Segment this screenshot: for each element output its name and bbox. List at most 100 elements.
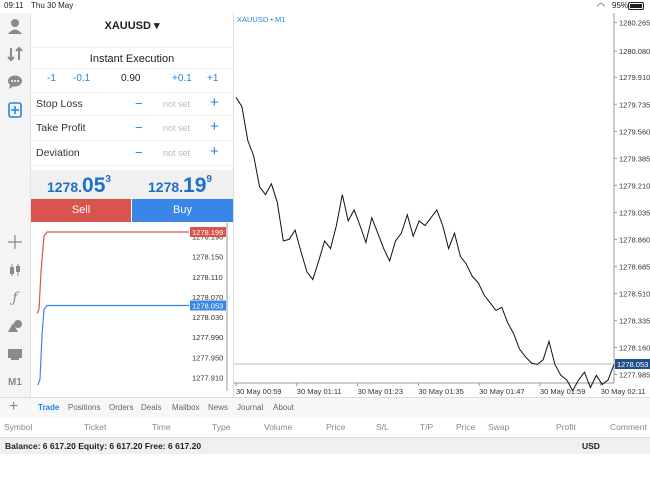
y-tick-label: 1278.860 xyxy=(619,235,650,244)
execution-type[interactable]: Instant Execution xyxy=(31,47,233,69)
tab-mailbox[interactable]: Mailbox xyxy=(172,403,200,412)
column-price[interactable]: Price xyxy=(326,422,346,432)
tab-positions[interactable]: Positions xyxy=(68,403,101,412)
column-type[interactable]: Type xyxy=(212,422,231,432)
stop-loss-plus-button[interactable]: + xyxy=(210,94,219,111)
x-tick-label: 30 May 01:23 xyxy=(358,387,403,396)
tick-level-label: 1277.950 xyxy=(192,353,223,362)
symbol-selector[interactable]: XAUUSD ▾ xyxy=(104,20,160,32)
y-tick-label: 1280.080 xyxy=(619,47,650,56)
wifi-icon: ◠ xyxy=(597,1,605,11)
stop-loss-minus-button[interactable]: − xyxy=(135,96,143,111)
price-series-line xyxy=(235,97,615,392)
column-profit[interactable]: Profit xyxy=(556,422,576,432)
deviation-plus-button[interactable]: + xyxy=(210,143,219,160)
tick-level-label: 1278.150 xyxy=(192,253,223,262)
chat-icon[interactable] xyxy=(5,72,25,92)
volume-plus-0.1[interactable]: +0.1 xyxy=(172,73,192,84)
tab-journal[interactable]: Journal xyxy=(237,403,264,412)
y-tick-label: 1278.685 xyxy=(619,262,650,271)
x-tick-label: 30 May 01:11 xyxy=(297,387,342,396)
column-comment[interactable]: Comment xyxy=(610,422,647,432)
template-icon[interactable] xyxy=(5,344,25,364)
tick-chart[interactable]: 1278.190 1278.150 1278.110 1278.070 1278.030… xyxy=(31,223,233,395)
volume-minus-1[interactable]: -1 xyxy=(47,73,56,84)
function-icon[interactable]: ƒ xyxy=(12,290,18,306)
tick-level-label: 1278.190 xyxy=(192,233,223,242)
sell-price: 1278.053 xyxy=(47,174,111,197)
column-swap[interactable]: Swap xyxy=(488,422,510,432)
deviation-minus-button[interactable]: − xyxy=(135,145,143,160)
stop-loss-row: Stop Loss − not set + xyxy=(31,92,233,116)
x-tick-label: 30 May 01:35 xyxy=(418,387,463,396)
buy-button[interactable]: Buy xyxy=(132,199,233,222)
take-profit-value[interactable]: not set xyxy=(163,123,191,133)
deviation-value[interactable]: not set xyxy=(163,148,191,158)
volume-minus-0.1[interactable]: -0.1 xyxy=(73,73,91,84)
status-bar: 09:11 Thu 30 May ◠ 95% xyxy=(0,0,650,13)
current-price-label: 1278.053 xyxy=(617,360,648,369)
y-tick-label: 1278.510 xyxy=(619,289,650,298)
chart-title: XAUUSD • M1 xyxy=(237,15,286,24)
y-tick-label: 1278.160 xyxy=(619,343,650,352)
tool-rail: ƒ M1 xyxy=(0,13,31,417)
order-panel: XAUUSD ▾ Instant Execution -1 -0.1 0.90 … xyxy=(31,13,233,223)
column-symbol[interactable]: Symbol xyxy=(4,422,33,432)
tab-orders[interactable]: Orders xyxy=(109,403,134,412)
column-tp[interactable]: T/P xyxy=(420,422,434,432)
sell-button[interactable]: Sell xyxy=(31,199,131,222)
tab-deals[interactable]: Deals xyxy=(141,403,162,412)
crosshair-icon[interactable] xyxy=(5,232,25,252)
take-profit-row: Take Profit − not set + xyxy=(31,117,233,141)
take-profit-minus-button[interactable]: − xyxy=(135,120,143,135)
battery-icon xyxy=(628,2,644,10)
tick-level-label: 1278.030 xyxy=(192,313,223,322)
tick-level-label: 1277.910 xyxy=(192,373,223,382)
take-profit-plus-button[interactable]: + xyxy=(210,118,219,135)
status-time: 09:11 xyxy=(4,1,24,10)
stop-loss-label: Stop Loss xyxy=(36,98,83,110)
battery-percent: 95% xyxy=(612,1,629,10)
bid-tag-label: 1278.053 xyxy=(192,301,223,310)
new-order-icon[interactable] xyxy=(5,100,25,120)
transfer-icon[interactable] xyxy=(5,44,25,64)
tab-about[interactable]: About xyxy=(273,403,294,412)
y-tick-label: 1280.265 xyxy=(619,18,650,27)
current-price-tag xyxy=(615,359,650,370)
account-balance: Balance: 6 617.20 Equity: 6 617.20 Free:… xyxy=(5,441,202,451)
x-tick-label: 30 May 02:11 xyxy=(601,387,646,396)
trade-table-header: Symbol Ticket Time Type Volume Price S/L… xyxy=(0,417,650,437)
candle-icon[interactable] xyxy=(5,260,25,280)
tick-level-label: 1278.110 xyxy=(192,273,223,282)
ask-line xyxy=(36,231,189,314)
add-icon[interactable]: + xyxy=(9,398,19,415)
volume-plus-1[interactable]: +1 xyxy=(207,73,219,84)
column-sl[interactable]: S/L xyxy=(376,422,389,432)
column-time[interactable]: Time xyxy=(152,422,171,432)
deviation-label: Deviation xyxy=(36,147,80,159)
y-tick-label: 1279.210 xyxy=(619,181,650,190)
column-current-price[interactable]: Price xyxy=(456,422,476,432)
timeframe-button[interactable]: M1 xyxy=(8,376,22,388)
status-date: Thu 30 May xyxy=(31,1,74,10)
tick-level-label: 1277.990 xyxy=(192,333,223,342)
y-tick-label: 1279.735 xyxy=(619,100,650,109)
account-icon[interactable] xyxy=(5,16,25,36)
column-volume[interactable]: Volume xyxy=(264,422,293,432)
tick-level-label: 1278.070 xyxy=(192,293,223,302)
tab-trade[interactable]: Trade xyxy=(38,403,60,412)
bid-tag xyxy=(190,300,226,311)
tab-news[interactable]: News xyxy=(208,403,229,412)
price-chart[interactable]: 1280.265 1280.080 1279.910 1279.735 1279.560… xyxy=(233,13,650,397)
ask-tag-label: 1278.199 xyxy=(192,228,223,237)
y-tick-label: 1279.035 xyxy=(619,208,650,217)
price-quotes: 1278.053 1278.199 xyxy=(31,170,233,200)
take-profit-label: Take Profit xyxy=(36,122,86,134)
y-tick-label: 1277.985 xyxy=(619,371,650,380)
balance-bar: Balance: 6 617.20 Equity: 6 617.20 Free:… xyxy=(0,437,650,454)
objects-icon[interactable] xyxy=(5,316,25,336)
stop-loss-value[interactable]: not set xyxy=(163,99,191,109)
column-ticket[interactable]: Ticket xyxy=(84,422,107,432)
y-tick-label: 1279.560 xyxy=(619,127,650,136)
volume-input[interactable]: 0.90 xyxy=(121,73,141,84)
